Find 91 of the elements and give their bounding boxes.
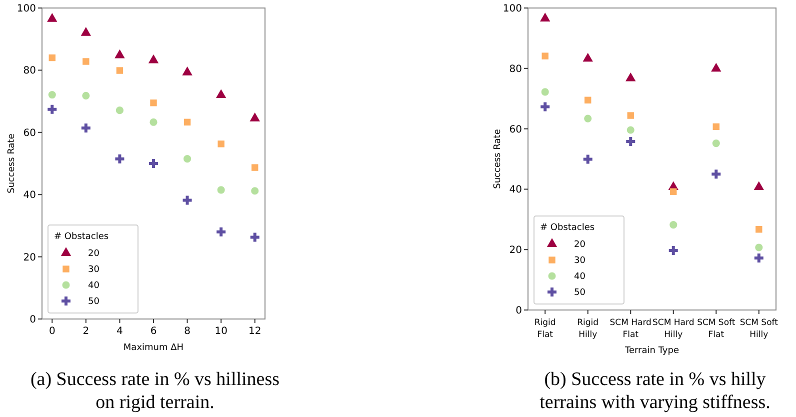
legend-label: 20 — [574, 240, 586, 250]
x-tick-label: SCM Hard Flat — [610, 318, 652, 340]
point — [250, 232, 260, 242]
point — [218, 140, 224, 148]
point — [184, 118, 191, 126]
point — [670, 188, 677, 195]
point — [148, 54, 159, 64]
y-tick-label: 40 — [23, 190, 36, 202]
y-tick-label: 80 — [509, 64, 522, 75]
point — [540, 102, 550, 112]
y-tick-label: 0 — [516, 306, 522, 316]
point — [149, 159, 158, 168]
legend-label: 50 — [88, 297, 100, 308]
x-tick-label: 0 — [48, 326, 56, 337]
y-tick-label: 60 — [23, 128, 36, 139]
x-tick-label: SCM Soft Flat — [697, 318, 736, 340]
point — [754, 181, 764, 190]
point — [711, 62, 722, 72]
point — [627, 112, 634, 119]
point — [150, 118, 158, 126]
legend-label: 50 — [574, 288, 586, 298]
point — [712, 123, 720, 130]
point — [626, 136, 636, 146]
point — [626, 72, 636, 82]
point — [712, 170, 721, 179]
point — [540, 12, 550, 22]
y-tick-label: 20 — [23, 252, 36, 264]
point — [216, 89, 226, 98]
point — [252, 164, 258, 171]
point — [756, 226, 762, 233]
y-tick-label: 100 — [502, 4, 522, 14]
point — [80, 26, 92, 36]
text: (b) Success rate in % vs hilly terrains with varying stiffness. — [540, 369, 770, 413]
y-tick-label: 40 — [509, 184, 522, 196]
x-tick-label: Rigid Hilly — [577, 318, 599, 340]
point — [82, 58, 90, 65]
x-tick-label: SCM Soft Hilly — [740, 318, 779, 340]
point — [216, 227, 226, 236]
point — [48, 90, 56, 99]
point — [250, 112, 260, 122]
x-axis-title: Terrain Type — [624, 346, 680, 356]
point — [755, 244, 763, 252]
point — [251, 187, 259, 195]
y-axis-title: Success Rate — [7, 133, 17, 194]
legend-label: 40 — [88, 281, 100, 292]
point — [116, 67, 124, 74]
point — [584, 96, 592, 104]
point — [541, 88, 549, 96]
x-tick-label: 2 — [82, 326, 90, 337]
legend-label: 20 — [88, 249, 100, 260]
point — [217, 186, 225, 194]
point — [670, 221, 678, 229]
point — [712, 140, 720, 148]
point — [626, 126, 634, 134]
point — [114, 49, 125, 58]
legend-title: # Obstacles — [54, 232, 109, 242]
point — [584, 114, 592, 122]
point — [184, 155, 192, 163]
point — [542, 52, 548, 60]
x-tick-label: 8 — [184, 326, 190, 337]
y-axis-title: Success Rate — [493, 128, 503, 189]
y-tick-label: 60 — [509, 124, 522, 136]
legend-label: 30 — [574, 256, 586, 266]
y-tick-label: 20 — [509, 245, 522, 256]
text: (a) Success rate in % vs hilliness on rigid terrain. — [30, 369, 280, 413]
point — [754, 254, 764, 263]
x-tick-label: Rigid Flat — [534, 318, 556, 340]
y-tick-label: 100 — [16, 4, 36, 14]
point — [116, 106, 124, 114]
point — [583, 154, 592, 164]
point — [150, 100, 157, 106]
legend-title: # Obstacles — [540, 223, 595, 233]
point — [115, 154, 124, 164]
x-tick-label: 10 — [214, 326, 228, 337]
point — [48, 54, 56, 62]
x-tick-label: 4 — [116, 326, 123, 337]
x-axis-title: Maximum ΔH — [123, 343, 184, 353]
point — [182, 66, 192, 76]
point — [82, 92, 90, 100]
legend-label: 40 — [574, 272, 586, 282]
point — [81, 124, 90, 133]
y-tick-label: 80 — [23, 66, 36, 77]
point — [47, 13, 58, 22]
point — [182, 196, 192, 205]
legend-label: 30 — [88, 265, 100, 276]
x-tick-label: 6 — [150, 326, 157, 337]
point — [48, 104, 57, 114]
point — [582, 52, 593, 62]
point — [668, 246, 678, 256]
x-tick-label: SCM Hard Hilly — [652, 318, 694, 340]
x-tick-label: 12 — [248, 326, 262, 337]
